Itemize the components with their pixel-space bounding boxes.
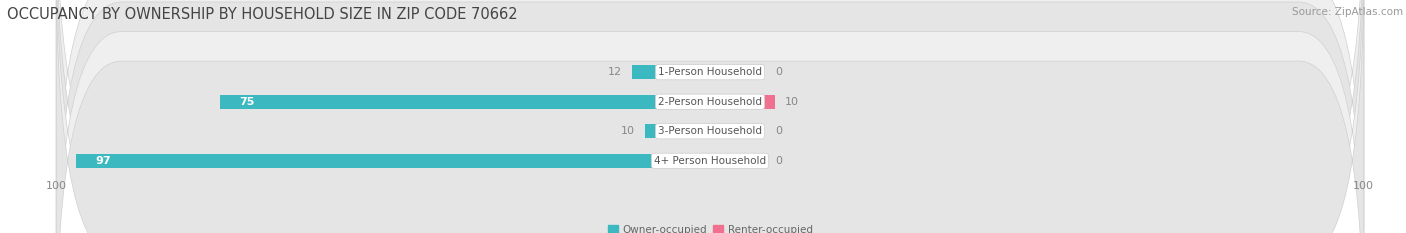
- Bar: [76, 154, 710, 168]
- Text: Source: ZipAtlas.com: Source: ZipAtlas.com: [1292, 7, 1403, 17]
- Bar: [631, 65, 710, 79]
- Bar: [644, 124, 710, 138]
- Legend: Owner-occupied, Renter-occupied: Owner-occupied, Renter-occupied: [607, 225, 813, 233]
- FancyBboxPatch shape: [56, 0, 1364, 233]
- Text: 0: 0: [776, 126, 782, 136]
- Text: 97: 97: [96, 156, 111, 166]
- FancyBboxPatch shape: [56, 0, 1364, 233]
- Bar: [219, 95, 710, 109]
- Text: 3-Person Household: 3-Person Household: [658, 126, 762, 136]
- Text: 2-Person Household: 2-Person Household: [658, 97, 762, 107]
- Bar: [710, 124, 742, 138]
- Bar: [710, 154, 742, 168]
- Text: OCCUPANCY BY OWNERSHIP BY HOUSEHOLD SIZE IN ZIP CODE 70662: OCCUPANCY BY OWNERSHIP BY HOUSEHOLD SIZE…: [7, 7, 517, 22]
- Text: 1-Person Household: 1-Person Household: [658, 67, 762, 77]
- Text: 10: 10: [621, 126, 636, 136]
- Text: 10: 10: [785, 97, 799, 107]
- Text: 75: 75: [239, 97, 254, 107]
- Text: 0: 0: [776, 67, 782, 77]
- Bar: [710, 95, 776, 109]
- Bar: [710, 65, 742, 79]
- Text: 0: 0: [776, 156, 782, 166]
- Text: 4+ Person Household: 4+ Person Household: [654, 156, 766, 166]
- FancyBboxPatch shape: [56, 0, 1364, 233]
- FancyBboxPatch shape: [56, 0, 1364, 233]
- Text: 12: 12: [607, 67, 621, 77]
